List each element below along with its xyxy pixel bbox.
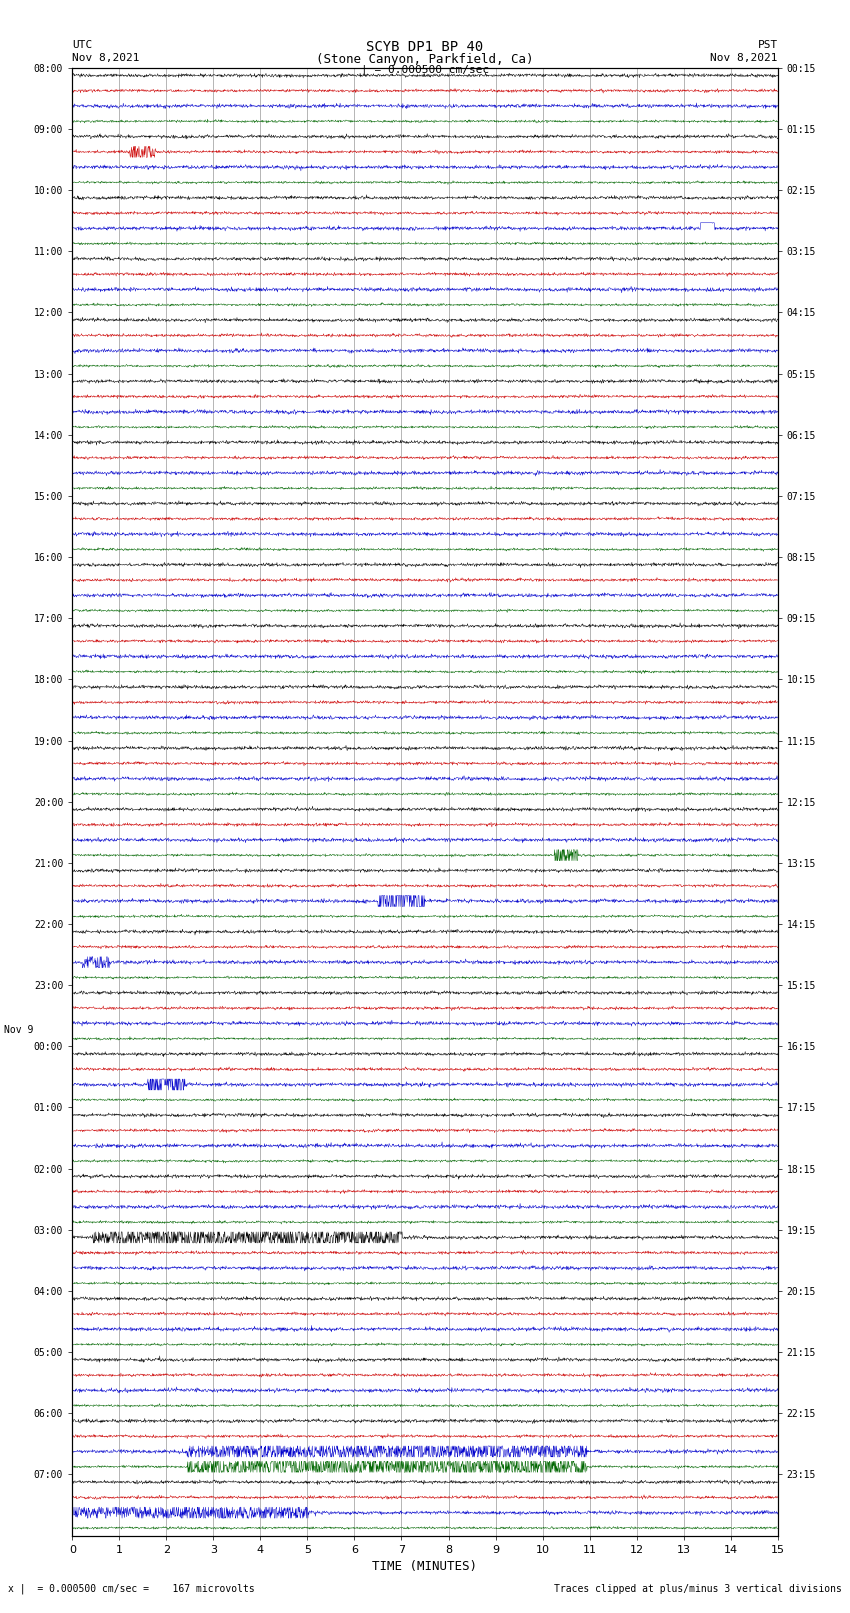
Text: SCYB DP1 BP 40: SCYB DP1 BP 40 <box>366 40 484 55</box>
Text: x |  = 0.000500 cm/sec =    167 microvolts: x | = 0.000500 cm/sec = 167 microvolts <box>8 1582 255 1594</box>
Text: Traces clipped at plus/minus 3 vertical divisions: Traces clipped at plus/minus 3 vertical … <box>553 1584 842 1594</box>
Text: | = 0.000500 cm/sec: | = 0.000500 cm/sec <box>361 65 489 76</box>
Text: Nov 8,2021: Nov 8,2021 <box>72 53 139 63</box>
Text: Nov 8,2021: Nov 8,2021 <box>711 53 778 63</box>
X-axis label: TIME (MINUTES): TIME (MINUTES) <box>372 1560 478 1573</box>
Text: UTC: UTC <box>72 40 93 50</box>
Text: (Stone Canyon, Parkfield, Ca): (Stone Canyon, Parkfield, Ca) <box>316 53 534 66</box>
Text: PST: PST <box>757 40 778 50</box>
Text: Nov 9: Nov 9 <box>4 1024 33 1034</box>
